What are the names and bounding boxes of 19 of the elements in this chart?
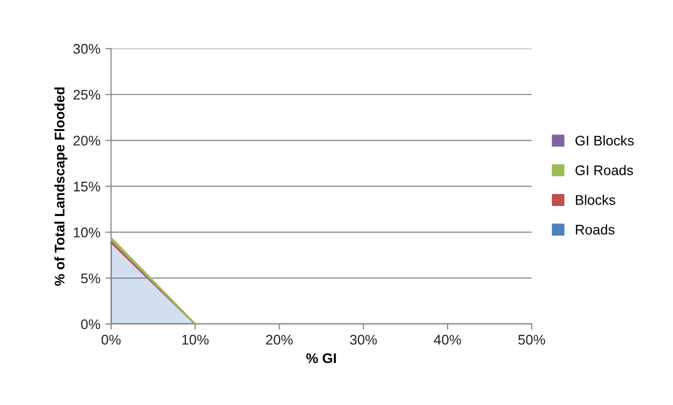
- y-axis-title: % of Total Landscape Flooded: [54, 87, 68, 286]
- y-tick-label: 30%: [73, 44, 100, 54]
- legend-label: Roads: [576, 224, 614, 235]
- x-tick-label: 10%: [182, 334, 209, 345]
- legend-label: GI Blocks: [576, 135, 634, 146]
- x-tick-label: 50%: [518, 334, 546, 345]
- x-tick-label: 0%: [102, 334, 121, 345]
- legend-label: Blocks: [576, 194, 616, 205]
- legend-label: GI Roads: [576, 165, 633, 176]
- y-tick-label: 25%: [74, 90, 100, 100]
- x-tick-label: 40%: [434, 334, 461, 345]
- x-tick-label: 20%: [266, 334, 293, 345]
- y-tick-label: 15%: [74, 182, 100, 192]
- x-tick-label: 30%: [350, 334, 377, 345]
- x-axis-title: % GI: [306, 353, 336, 364]
- y-tick-label: 0%: [81, 319, 100, 330]
- y-tick-label: 20%: [74, 136, 100, 146]
- y-tick-label: 10%: [74, 228, 100, 238]
- y-tick-label: 5%: [81, 273, 100, 284]
